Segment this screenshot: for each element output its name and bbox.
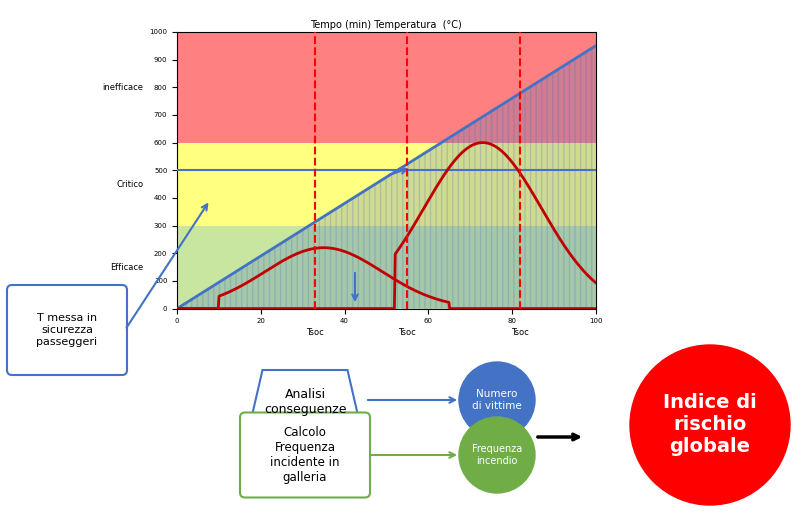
Text: inefficace: inefficace	[102, 83, 143, 92]
Text: Critico: Critico	[117, 180, 143, 188]
Text: Tsoc: Tsoc	[398, 328, 416, 337]
Text: Analisi
conseguenze: Analisi conseguenze	[264, 388, 346, 417]
Text: T messa in
sicurezza
passeggeri: T messa in sicurezza passeggeri	[36, 313, 97, 347]
Circle shape	[459, 362, 535, 438]
Bar	[177, 226, 596, 309]
FancyBboxPatch shape	[240, 412, 370, 497]
Circle shape	[459, 417, 535, 493]
Text: Numero
di vittime: Numero di vittime	[472, 389, 522, 411]
Text: Tsoc: Tsoc	[307, 328, 324, 337]
Text: Tsoc: Tsoc	[511, 328, 529, 337]
Bar	[177, 32, 596, 143]
FancyBboxPatch shape	[7, 285, 127, 375]
Text: Indice di
rischio
globale: Indice di rischio globale	[663, 394, 757, 456]
Circle shape	[630, 345, 790, 505]
Polygon shape	[247, 370, 362, 435]
Text: Calcolo
Frequenza
incidente in
galleria: Calcolo Frequenza incidente in galleria	[270, 426, 340, 484]
Text: Efficace: Efficace	[110, 263, 143, 271]
Text: +: +	[481, 418, 514, 456]
Bar	[177, 143, 596, 226]
Text: Frequenza
incendio: Frequenza incendio	[472, 444, 522, 466]
Title: Tempo (min) Temperatura  (°C): Tempo (min) Temperatura (°C)	[311, 20, 462, 30]
